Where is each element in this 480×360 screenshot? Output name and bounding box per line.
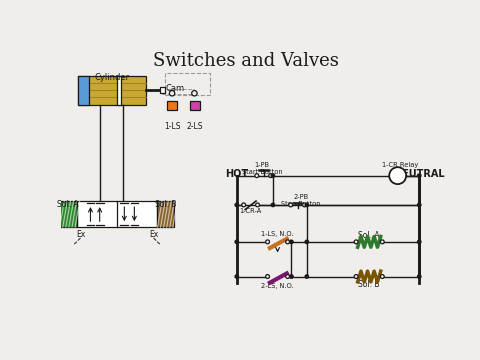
Circle shape <box>235 203 239 207</box>
Text: Sol. B: Sol. B <box>359 280 380 289</box>
Circle shape <box>302 203 306 207</box>
Text: Sol. A: Sol. A <box>359 231 380 240</box>
Text: Cam: Cam <box>166 84 185 93</box>
Circle shape <box>286 240 289 244</box>
Text: Switches and Valves: Switches and Valves <box>153 53 339 71</box>
Text: Ex: Ex <box>76 230 85 239</box>
Circle shape <box>389 167 406 184</box>
Circle shape <box>305 275 309 278</box>
Circle shape <box>418 203 421 207</box>
Circle shape <box>235 240 239 244</box>
Text: 1-LS: 1-LS <box>164 122 180 131</box>
Bar <box>160 87 165 93</box>
Bar <box>168 101 178 110</box>
Circle shape <box>235 275 239 278</box>
Circle shape <box>269 174 273 177</box>
Circle shape <box>265 275 269 278</box>
Text: 1-CR Relay
Coil: 1-CR Relay Coil <box>382 162 418 175</box>
Bar <box>78 76 146 105</box>
Circle shape <box>192 91 197 96</box>
Circle shape <box>380 275 384 278</box>
Text: Sol. B: Sol. B <box>155 199 177 208</box>
Circle shape <box>271 203 275 207</box>
Circle shape <box>286 275 289 278</box>
Circle shape <box>354 240 358 244</box>
Bar <box>78 76 89 105</box>
Text: 1-LS, N.O.: 1-LS, N.O. <box>261 231 294 237</box>
Text: Ex: Ex <box>149 230 158 239</box>
Bar <box>157 201 174 227</box>
Circle shape <box>289 203 293 207</box>
Text: 2-LS, N.O.: 2-LS, N.O. <box>261 283 294 289</box>
Text: Sol. A: Sol. A <box>57 199 79 208</box>
Text: 2-LS: 2-LS <box>186 122 203 131</box>
Circle shape <box>305 203 309 207</box>
Circle shape <box>354 275 358 278</box>
Circle shape <box>271 174 275 177</box>
Bar <box>77 201 157 227</box>
Text: 1-PB
Start Button: 1-PB Start Button <box>242 162 283 175</box>
Text: Cylinder: Cylinder <box>95 73 130 82</box>
Bar <box>117 76 121 105</box>
Circle shape <box>290 275 293 278</box>
Circle shape <box>169 91 175 96</box>
Text: 2-PB
Stop Button: 2-PB Stop Button <box>281 194 321 207</box>
Circle shape <box>242 203 246 207</box>
Circle shape <box>265 240 269 244</box>
Circle shape <box>380 240 384 244</box>
Circle shape <box>256 203 260 207</box>
Text: 1-CR-A: 1-CR-A <box>240 208 262 214</box>
Text: HOT: HOT <box>225 170 248 180</box>
Bar <box>190 101 200 110</box>
Bar <box>60 201 77 227</box>
Circle shape <box>418 240 421 244</box>
Circle shape <box>418 174 421 177</box>
Circle shape <box>305 240 309 244</box>
Text: NEUTRAL: NEUTRAL <box>394 170 444 180</box>
Circle shape <box>255 174 259 177</box>
Circle shape <box>418 275 421 278</box>
Bar <box>165 73 210 95</box>
Circle shape <box>290 240 293 244</box>
